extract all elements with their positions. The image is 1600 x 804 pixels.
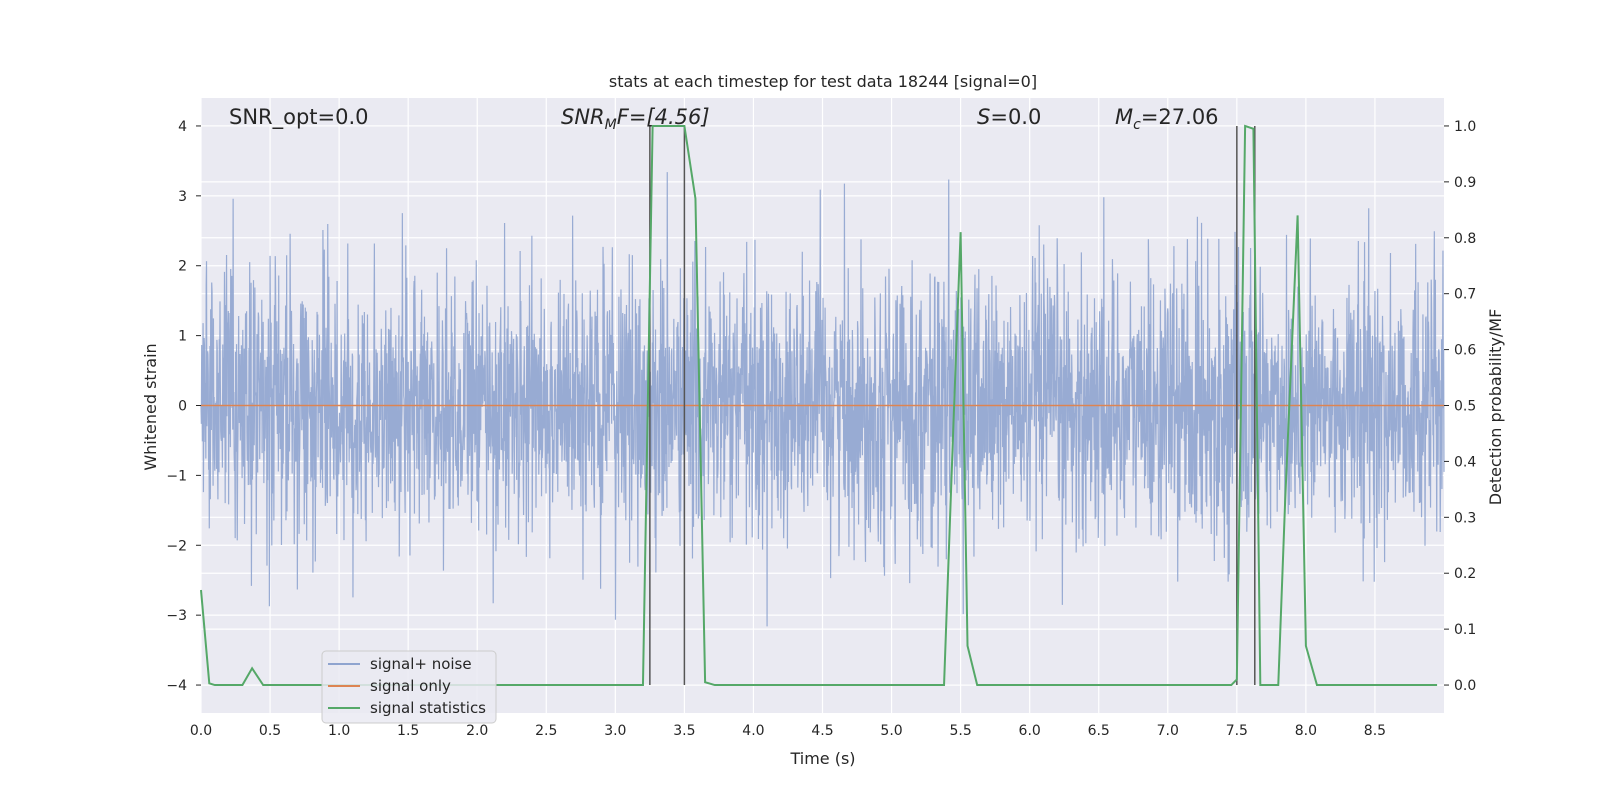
y-tick-label-right: 0.9 (1454, 175, 1476, 191)
y-tick-label-left: 2 (178, 259, 187, 275)
x-tick-label: 2.5 (535, 723, 557, 739)
x-tick-label: 5.0 (880, 723, 902, 739)
x-tick-label: 6.5 (1088, 723, 1110, 739)
y-tick-label-right: 0.2 (1454, 566, 1476, 582)
x-tick-label: 1.5 (397, 723, 419, 739)
y-tick-label-left: −4 (166, 678, 187, 694)
y-tick-label-left: −2 (166, 538, 187, 554)
y-tick-label-left: −1 (166, 468, 187, 484)
x-tick-label: 4.0 (742, 723, 764, 739)
legend: signal+ noise signal only signal statist… (321, 650, 497, 724)
x-tick-label: 7.5 (1226, 723, 1248, 739)
x-tick-label: 6.0 (1019, 723, 1041, 739)
event-vertical-lines (649, 125, 1256, 686)
annotation-s: S=0.0 (977, 105, 1041, 129)
annotation-snr-mf: SNRMF=[4.56] (561, 105, 710, 133)
x-tick-label: 7.0 (1157, 723, 1179, 739)
x-tick-label: 2.0 (466, 723, 488, 739)
x-tick-label: 4.5 (811, 723, 833, 739)
y-tick-label-right: 0.6 (1454, 343, 1476, 359)
y-tick-label-right: 0.4 (1454, 454, 1476, 470)
y-tick-label-right: 0.5 (1454, 399, 1476, 415)
x-tick-label: 8.0 (1295, 723, 1317, 739)
y-tick-label-right: 1.0 (1454, 119, 1476, 135)
y-tick-label-left: 1 (178, 329, 187, 345)
y-tick-label-right: 0.7 (1454, 287, 1476, 303)
tick-labels: 0.0 0.5 1.0 1.5 2.0 2.5 3.0 3.5 4.0 4.5 5.0 5.5 6.0 6… (166, 119, 1476, 739)
legend-label-signal-only: signal only (370, 677, 451, 695)
x-axis-label: Time (s) (789, 749, 855, 768)
x-tick-label: 5.5 (949, 723, 971, 739)
legend-label-signal-statistics: signal statistics (370, 699, 486, 717)
y-tick-label-left: −3 (166, 608, 187, 624)
chart-title: stats at each timestep for test data 182… (609, 72, 1037, 91)
x-tick-label: 8.5 (1364, 723, 1386, 739)
x-tick-label: 0.0 (190, 723, 212, 739)
x-tick-label: 0.5 (259, 723, 281, 739)
y-tick-label-right: 0.1 (1454, 622, 1476, 638)
annotation-snr-opt: SNR_opt=0.0 (229, 105, 369, 130)
y-tick-label-right: 0.3 (1454, 510, 1476, 526)
y-tick-label-left: 3 (178, 189, 187, 205)
y-axis-label-right: Detection probability/MF (1486, 309, 1505, 506)
y-tick-label-right: 0.0 (1454, 678, 1476, 694)
annotation-mc: Mc=27.06 (1115, 105, 1219, 133)
y-tick-label-left: 4 (178, 119, 187, 135)
y-tick-label-right: 0.8 (1454, 231, 1476, 247)
x-tick-label: 1.0 (328, 723, 350, 739)
y-axis-label-left: Whitened strain (141, 343, 160, 470)
legend-box (321, 650, 497, 724)
y-tick-label-left: 0 (178, 399, 187, 415)
x-tick-label: 3.5 (673, 723, 695, 739)
x-tick-label: 3.0 (604, 723, 626, 739)
legend-label-signal-plus-noise: signal+ noise (370, 655, 472, 673)
